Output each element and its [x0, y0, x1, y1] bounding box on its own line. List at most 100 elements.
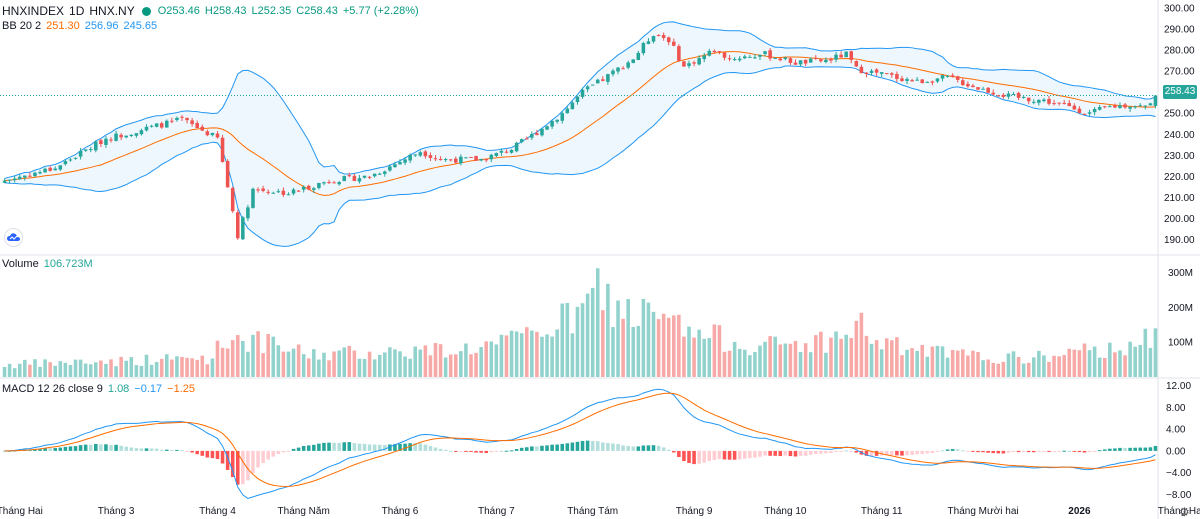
macd-histogram-bar — [104, 444, 108, 451]
macd-histogram-bar — [119, 445, 123, 451]
interval-label[interactable]: 1D — [69, 4, 85, 18]
volume-tick-label: 200M — [1168, 303, 1193, 314]
macd-histogram-bar — [1042, 450, 1046, 452]
macd-histogram-bar — [474, 450, 478, 453]
volume-bar — [641, 298, 646, 377]
candle-body — [332, 182, 336, 184]
candle-body — [139, 130, 144, 135]
volume-bar — [575, 306, 580, 377]
volume-bar — [915, 350, 919, 377]
price-tick-label: 270.00 — [1164, 67, 1195, 78]
candle-body — [682, 61, 686, 67]
candle-body — [550, 120, 554, 127]
macd-histogram-bar — [1032, 450, 1036, 453]
candle-body — [413, 154, 417, 156]
macd-legend[interactable]: MACD 12 26 close 9 1.08 −0.17 −1.25 — [2, 383, 195, 395]
candle-body — [266, 191, 270, 193]
volume-bar — [403, 356, 407, 377]
candle-body — [631, 59, 636, 63]
candle-body — [519, 139, 524, 143]
volume-tick-label: 300M — [1168, 268, 1193, 279]
candle-body — [469, 156, 473, 158]
volume-bar — [1047, 361, 1051, 377]
time-tick-label: Tháng Năm — [278, 506, 330, 517]
volume-bar — [88, 364, 93, 377]
macd-signal-value: −1.25 — [167, 383, 195, 395]
candle-body — [7, 179, 12, 181]
macd-histogram-bar — [986, 450, 990, 453]
candle-body — [1032, 101, 1036, 103]
macd-histogram-bar — [94, 443, 98, 451]
volume-bar — [1087, 350, 1092, 377]
volume-bar — [317, 359, 321, 377]
volume-bar — [73, 359, 78, 377]
candle-body — [590, 84, 595, 86]
candle-body — [1102, 106, 1107, 108]
macd-histogram-bar — [895, 450, 899, 456]
macd-histogram-bar — [595, 441, 600, 451]
volume-bar — [296, 344, 301, 377]
candle-body — [1092, 108, 1097, 113]
candle-body — [1047, 99, 1051, 104]
candle-body — [1062, 102, 1066, 104]
macd-histogram-bar — [590, 440, 595, 451]
candle-body — [12, 178, 17, 181]
symbol-label: HNXINDEX — [2, 4, 65, 18]
macd-histogram-bar — [281, 450, 286, 453]
cloud-logo-icon[interactable] — [4, 228, 23, 247]
macd-histogram-bar — [1118, 447, 1122, 451]
candle-body — [819, 59, 823, 62]
volume-bar — [524, 327, 529, 377]
macd-histogram-bar — [631, 446, 636, 451]
volume-bar — [1153, 328, 1158, 377]
macd-histogram-bar — [636, 446, 641, 451]
gear-icon[interactable]: ⚙ — [1179, 505, 1190, 519]
candle-body — [854, 61, 859, 67]
macd-histogram-bar — [1057, 450, 1061, 452]
volume-legend[interactable]: Volume 106.723M — [2, 258, 93, 270]
candle-body — [38, 172, 42, 174]
candle-body — [692, 62, 696, 64]
macd-histogram-bar — [312, 444, 316, 451]
volume-bar — [545, 334, 549, 377]
macd-histogram-bar — [737, 450, 742, 460]
volume-bar — [504, 335, 509, 377]
macd-histogram-bar — [509, 450, 514, 452]
candle-body — [438, 158, 443, 161]
macd-histogram-bar — [342, 442, 347, 451]
candle-body — [170, 120, 174, 122]
candle-body — [940, 75, 945, 79]
bollinger-basis-line — [4, 51, 1156, 196]
volume-bar — [945, 357, 950, 377]
candle-body — [601, 79, 605, 81]
candle-body — [753, 57, 757, 59]
volume-bar — [170, 359, 174, 377]
macd-tick-label: 0.00 — [1166, 446, 1186, 457]
macd-histogram-bar — [905, 450, 909, 456]
candle-body — [849, 51, 854, 60]
candle-body — [803, 59, 808, 64]
candle-body — [1138, 105, 1143, 107]
volume-bar — [499, 334, 504, 377]
volume-bar — [195, 359, 199, 377]
bollinger-legend[interactable]: BB 20 2 251.30 256.96 245.65 — [2, 20, 157, 32]
macd-histogram-bar — [1067, 450, 1072, 452]
time-tick-label: Tháng 3 — [98, 506, 135, 517]
volume-bar — [94, 362, 98, 377]
volume-bar — [210, 358, 215, 377]
volume-bar — [154, 361, 159, 377]
macd-histogram-bar — [63, 446, 68, 451]
macd-histogram-bar — [504, 450, 509, 452]
macd-histogram-bar — [829, 450, 833, 454]
candle-body — [134, 133, 139, 136]
macd-histogram-bar — [296, 447, 301, 451]
candle-body — [494, 152, 499, 157]
volume-bar — [134, 365, 139, 377]
macd-histogram-bar — [53, 448, 58, 451]
volume-bar — [418, 349, 423, 377]
bollinger-lower-line — [4, 65, 1156, 247]
macd-histogram-bar — [256, 450, 260, 468]
macd-histogram-bar — [1092, 450, 1097, 452]
candle-body — [535, 133, 539, 136]
